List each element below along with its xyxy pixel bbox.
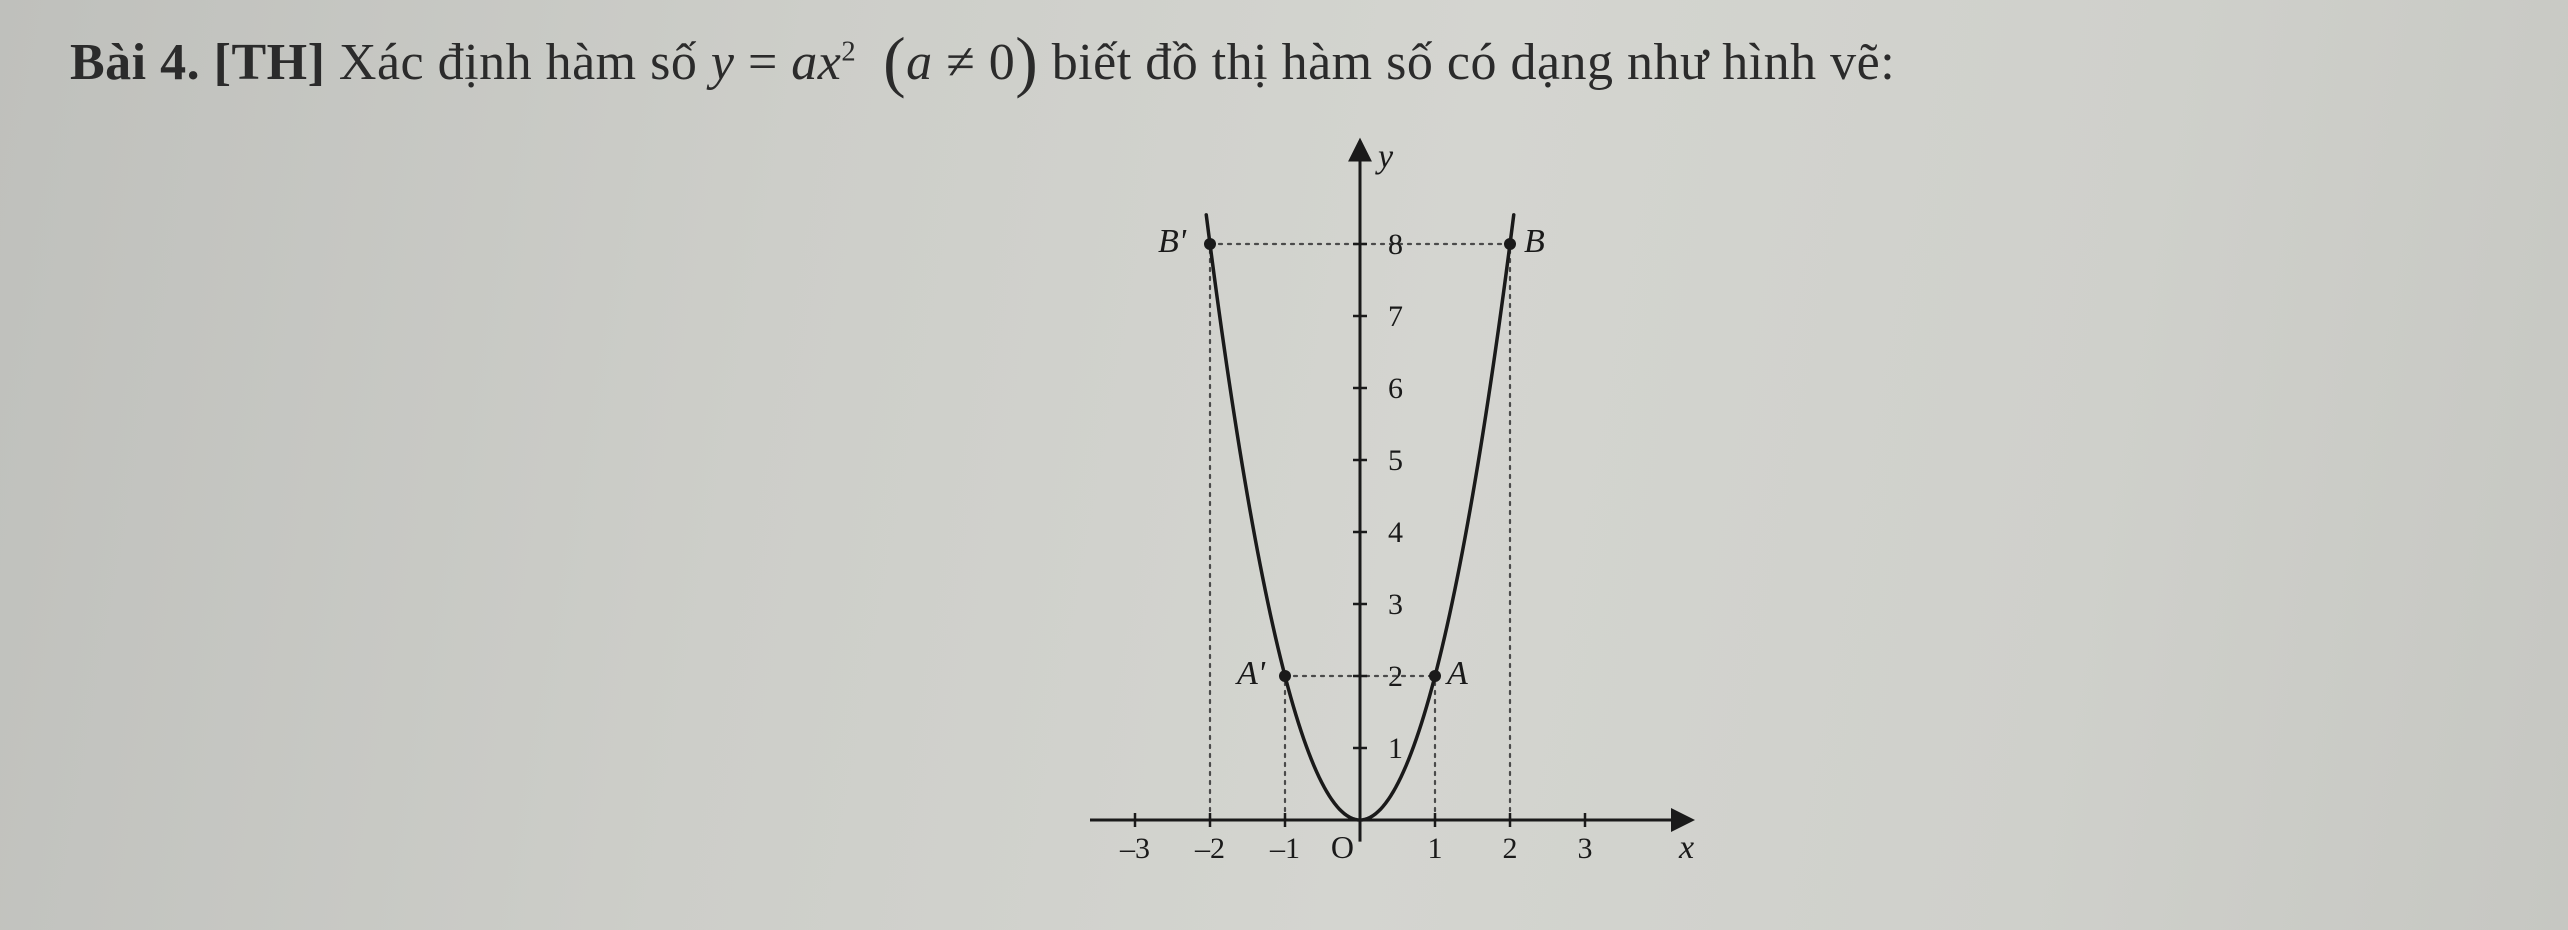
- y-tick-label: 7: [1388, 300, 1403, 333]
- y-tick-label: 2: [1388, 660, 1403, 693]
- point-B: [1504, 238, 1516, 250]
- point-label-B: B: [1524, 223, 1545, 260]
- eq-equals: =: [734, 34, 791, 91]
- origin-label: O: [1331, 829, 1354, 865]
- page-background: Bài 4. [TH] Xác định hàm số y = ax2 (a ≠…: [0, 0, 2568, 930]
- point-B': [1204, 238, 1216, 250]
- point-label-A': A': [1235, 655, 1266, 692]
- y-tick-label: 8: [1388, 228, 1403, 261]
- x-tick-label: 2: [1503, 832, 1518, 865]
- space: [856, 34, 883, 91]
- graph-svg: –3 –2 –1 1 2 3 1 2 3 4 5 6 7 8 Ox y A A' B B': [1060, 120, 1700, 910]
- y-tick-label: 5: [1388, 444, 1403, 477]
- x-tick-label: –3: [1119, 832, 1150, 865]
- x-tick-label: 3: [1578, 832, 1593, 865]
- x-axis-label: x: [1678, 829, 1694, 866]
- y-tick-label: 3: [1388, 588, 1403, 621]
- eq-exp: 2: [841, 37, 856, 68]
- x-tick-label: –2: [1194, 832, 1225, 865]
- eq-a: a: [791, 34, 818, 91]
- problem-text-2: biết đồ thị hàm số có dạng như hình vẽ:: [1038, 34, 1895, 91]
- paren-zero: 0: [989, 34, 1016, 91]
- graph-container: –3 –2 –1 1 2 3 1 2 3 4 5 6 7 8 Ox y A A' B B': [1060, 120, 1700, 910]
- point-A': [1279, 670, 1291, 682]
- eq-lhs: y: [711, 34, 735, 91]
- problem-text-1: Xác định hàm số: [325, 34, 710, 91]
- problem-statement: Bài 4. [TH] Xác định hàm số y = ax2 (a ≠…: [70, 18, 1895, 96]
- point-label-A: A: [1445, 655, 1468, 692]
- x-tick-label: –1: [1269, 832, 1300, 865]
- problem-number: Bài 4. [TH]: [70, 34, 325, 91]
- paren-rel: ≠: [933, 34, 989, 91]
- eq-x: x: [818, 34, 842, 91]
- y-tick-label: 1: [1388, 732, 1403, 765]
- y-tick-label: 4: [1388, 516, 1403, 549]
- x-tick-label: 1: [1428, 832, 1443, 865]
- point-label-B': B': [1158, 223, 1187, 260]
- y-tick-label: 6: [1388, 372, 1403, 405]
- point-A: [1429, 670, 1441, 682]
- paren-open: (: [883, 24, 906, 99]
- y-axis-label: y: [1375, 139, 1394, 176]
- paren-a: a: [906, 34, 933, 91]
- paren-close: ): [1015, 24, 1038, 99]
